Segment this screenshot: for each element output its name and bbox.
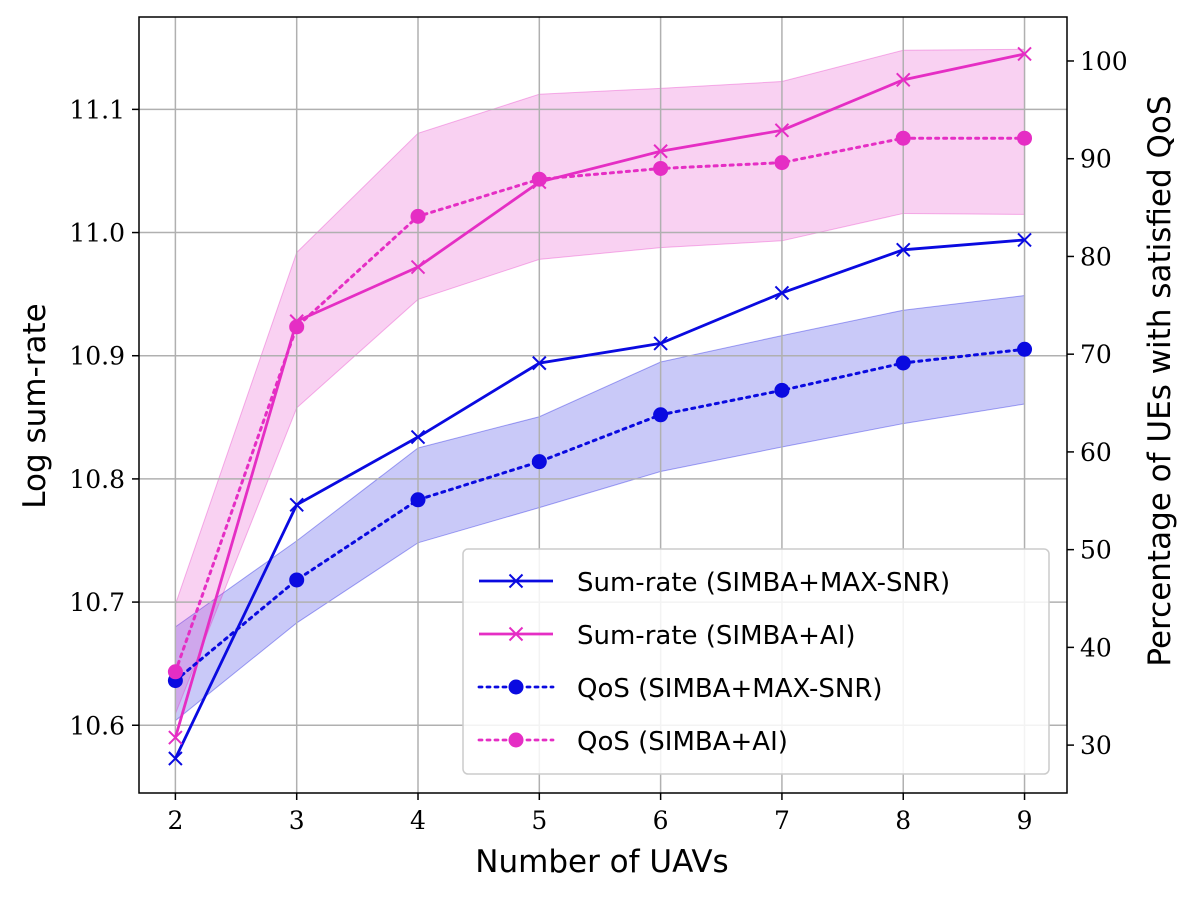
point-s0-1	[289, 497, 304, 512]
y-right-tick-label-6: 90	[1080, 145, 1112, 174]
point-s2-5	[774, 382, 790, 398]
x-tick-label-4: 6	[653, 806, 669, 835]
y-right-tick-label-0: 30	[1080, 731, 1112, 760]
legend-marker-3	[508, 732, 524, 748]
y-left-tick-label-1: 10.7	[69, 588, 125, 617]
legend: Sum-rate (SIMBA+MAX-SNR) Sum-rate (SIMBA+…	[462, 548, 1050, 775]
point-s0-2	[410, 429, 426, 445]
x-tick-label-6: 8	[895, 806, 911, 835]
series-line-0	[174, 238, 1025, 760]
x-tick-label-1: 3	[289, 806, 305, 835]
y-left-tick-label-3: 10.9	[69, 342, 125, 371]
point-s1-7	[1017, 46, 1032, 62]
point-s3-2	[410, 208, 426, 224]
point-s1-0	[168, 730, 183, 745]
point-s3-0	[167, 664, 183, 680]
point-s2-3	[531, 454, 547, 470]
point-s3-4	[653, 160, 669, 176]
x-tick-label-0: 2	[167, 806, 183, 835]
series-line-1	[174, 52, 1025, 738]
y-right-tick-label-3: 60	[1080, 438, 1112, 467]
point-s2-2	[410, 492, 426, 508]
x-tick-label-2: 4	[410, 806, 426, 835]
x-tick-label-3: 5	[531, 806, 547, 835]
y-right-tick-label-1: 40	[1080, 633, 1112, 662]
plot-border	[138, 16, 1068, 794]
y-right-tick-label-4: 70	[1080, 340, 1112, 369]
legend-box	[462, 548, 1050, 775]
y-left-tick-label-5: 11.1	[69, 95, 125, 124]
legend-label-0: Sum-rate (SIMBA+MAX-SNR)	[577, 568, 950, 598]
point-s2-7	[1017, 341, 1033, 357]
y-right-tick-label-5: 80	[1080, 242, 1112, 271]
y-left-tick-label-2: 10.8	[69, 465, 125, 494]
x-tick-label-5: 7	[774, 806, 790, 835]
legend-label-2: QoS (SIMBA+MAX-SNR)	[577, 674, 883, 704]
point-s3-6	[895, 130, 911, 146]
point-s0-4	[653, 336, 668, 351]
plot-frame	[138, 16, 1068, 794]
point-s0-6	[896, 242, 911, 258]
point-s1-5	[774, 123, 790, 138]
point-s0-7	[1017, 232, 1032, 248]
point-s0-0	[168, 751, 183, 766]
x-tick-label-7: 9	[1017, 806, 1033, 835]
legend-label-1: Sum-rate (SIMBA+AI)	[577, 621, 856, 651]
series-line-3	[173, 136, 1027, 674]
y-right-tick-label-2: 50	[1080, 536, 1112, 565]
y-left-tick-label-0: 10.6	[69, 711, 125, 740]
point-s3-5	[774, 155, 790, 171]
y-left-tick-label-4: 11.0	[69, 219, 125, 248]
legend-marker-0	[508, 573, 524, 589]
point-s1-4	[653, 144, 668, 159]
legend-marker-1	[508, 626, 524, 642]
point-s1-2	[410, 259, 426, 275]
x-axis-label: Number of UAVs	[475, 844, 728, 880]
point-s0-5	[774, 285, 790, 301]
point-s3-1	[289, 319, 305, 335]
point-s0-3	[532, 355, 547, 371]
point-s3-7	[1017, 130, 1033, 146]
y-right-tick-label-7: 100	[1080, 47, 1128, 76]
point-s3-3	[531, 171, 547, 187]
point-s1-6	[896, 72, 911, 88]
point-s2-4	[653, 407, 669, 423]
legend-marker-2	[508, 679, 524, 695]
point-s2-6	[895, 355, 911, 371]
series-line-2	[173, 347, 1027, 683]
point-s2-1	[289, 572, 305, 588]
y-axis-right-label: Percentage of UEs with satisfied QoS	[1142, 95, 1178, 666]
legend-label-3: QoS (SIMBA+AI)	[577, 727, 788, 757]
y-axis-left-label: Log sum-rate	[17, 303, 53, 508]
axis-ticks: 2 3 4 5 6 7 8 9 10.6 10.7 10.8 10.9 11.0 11.1 30 40 50 60…	[69, 47, 1127, 835]
series-lines	[167, 46, 1033, 766]
